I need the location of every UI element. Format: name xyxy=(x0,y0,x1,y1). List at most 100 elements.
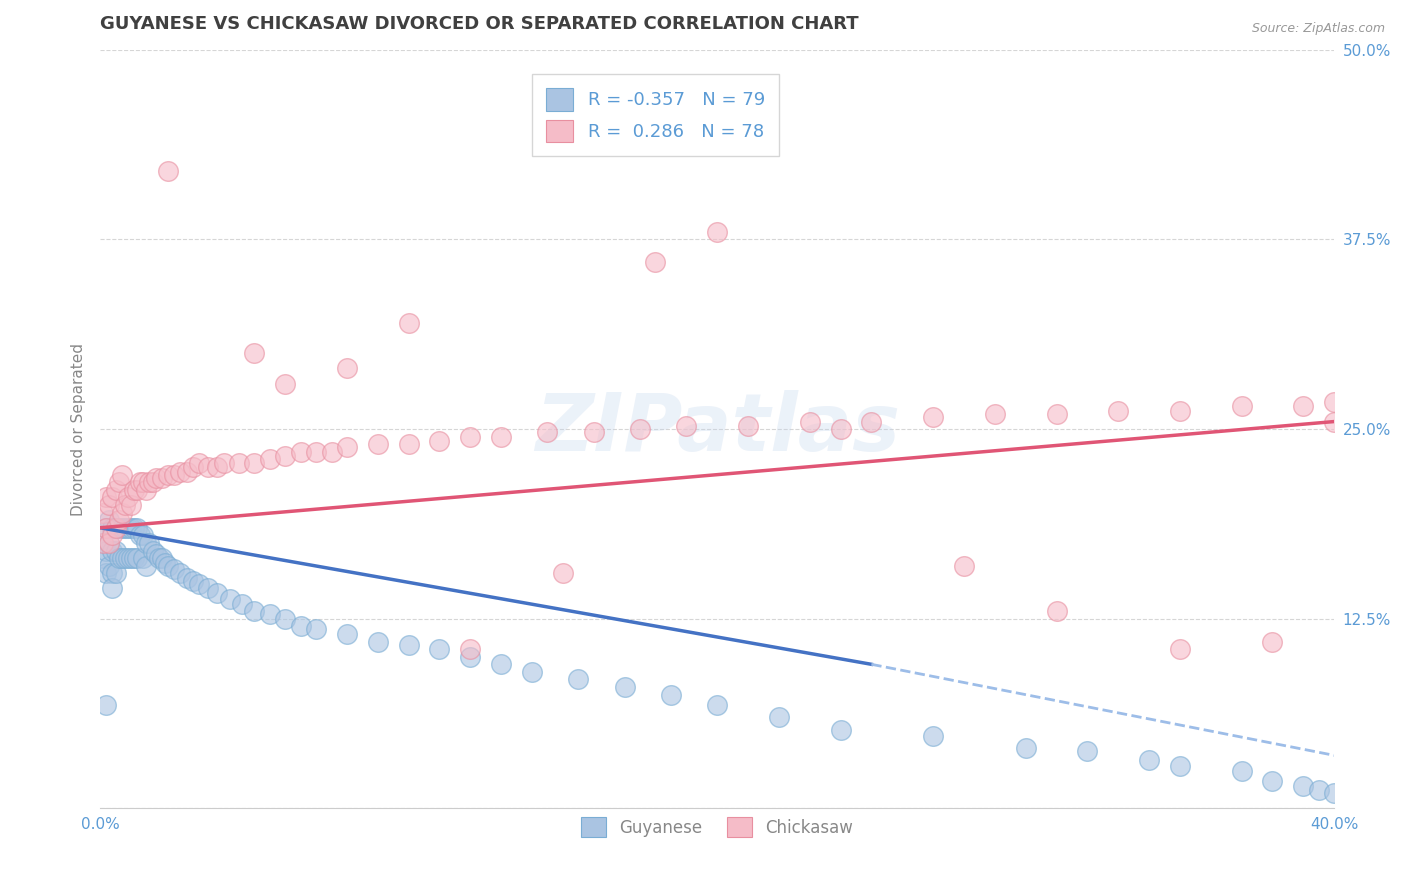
Point xyxy=(142,543,165,558)
Point xyxy=(197,582,219,596)
Point xyxy=(117,521,139,535)
Point xyxy=(91,551,114,566)
Point xyxy=(644,255,666,269)
Point xyxy=(675,419,697,434)
Point xyxy=(127,521,149,535)
Point xyxy=(1261,774,1284,789)
Point xyxy=(114,521,136,535)
Point xyxy=(336,441,359,455)
Point xyxy=(243,604,266,618)
Point xyxy=(104,483,127,497)
Point xyxy=(551,566,574,581)
Point xyxy=(156,558,179,573)
Point xyxy=(290,619,312,633)
Point xyxy=(153,556,176,570)
Point xyxy=(231,597,253,611)
Point xyxy=(104,543,127,558)
Point xyxy=(768,710,790,724)
Point xyxy=(706,698,728,713)
Point xyxy=(107,551,129,566)
Point xyxy=(132,528,155,542)
Point xyxy=(1323,415,1346,429)
Point xyxy=(129,475,152,490)
Point xyxy=(96,521,118,535)
Point xyxy=(274,612,297,626)
Point xyxy=(135,558,157,573)
Point xyxy=(122,551,145,566)
Point xyxy=(207,586,229,600)
Point xyxy=(305,445,328,459)
Point xyxy=(922,409,945,424)
Point xyxy=(122,483,145,497)
Point xyxy=(169,465,191,479)
Point xyxy=(799,415,821,429)
Point xyxy=(98,513,121,527)
Point xyxy=(101,521,124,535)
Point xyxy=(1137,753,1160,767)
Point xyxy=(127,551,149,566)
Point xyxy=(1230,400,1253,414)
Point xyxy=(91,506,114,520)
Point xyxy=(135,536,157,550)
Point xyxy=(156,164,179,178)
Point xyxy=(163,562,186,576)
Point xyxy=(91,536,114,550)
Text: ZIPatlas: ZIPatlas xyxy=(534,390,900,468)
Point xyxy=(274,376,297,391)
Point xyxy=(520,665,543,679)
Point xyxy=(228,456,250,470)
Point xyxy=(96,491,118,505)
Point xyxy=(1292,400,1315,414)
Point xyxy=(582,425,605,439)
Point xyxy=(129,528,152,542)
Point xyxy=(148,551,170,566)
Point xyxy=(181,574,204,588)
Point xyxy=(1107,404,1129,418)
Point xyxy=(628,422,651,436)
Point xyxy=(91,536,114,550)
Point xyxy=(830,422,852,436)
Point xyxy=(305,623,328,637)
Point xyxy=(104,521,127,535)
Point xyxy=(536,425,558,439)
Point xyxy=(953,558,976,573)
Point xyxy=(460,649,482,664)
Point xyxy=(98,536,121,550)
Point xyxy=(96,566,118,581)
Point xyxy=(111,467,134,482)
Point xyxy=(111,506,134,520)
Point xyxy=(336,361,359,376)
Point xyxy=(104,521,127,535)
Point xyxy=(243,346,266,360)
Point xyxy=(107,475,129,490)
Point xyxy=(111,521,134,535)
Point xyxy=(1168,642,1191,657)
Point xyxy=(922,729,945,743)
Point xyxy=(336,627,359,641)
Point xyxy=(132,475,155,490)
Point xyxy=(98,498,121,512)
Point xyxy=(460,642,482,657)
Point xyxy=(218,592,240,607)
Point xyxy=(1292,779,1315,793)
Point xyxy=(1045,604,1067,618)
Point xyxy=(1168,759,1191,773)
Point xyxy=(107,513,129,527)
Point xyxy=(101,582,124,596)
Point xyxy=(145,471,167,485)
Point xyxy=(101,566,124,581)
Point xyxy=(150,471,173,485)
Point xyxy=(176,465,198,479)
Point xyxy=(830,723,852,737)
Point xyxy=(259,452,281,467)
Point xyxy=(138,536,160,550)
Point xyxy=(96,521,118,535)
Point xyxy=(114,498,136,512)
Point xyxy=(860,415,883,429)
Point xyxy=(290,445,312,459)
Point xyxy=(101,491,124,505)
Point xyxy=(398,638,420,652)
Point xyxy=(1076,744,1098,758)
Legend: Guyanese, Chickasaw: Guyanese, Chickasaw xyxy=(572,809,862,846)
Point xyxy=(197,460,219,475)
